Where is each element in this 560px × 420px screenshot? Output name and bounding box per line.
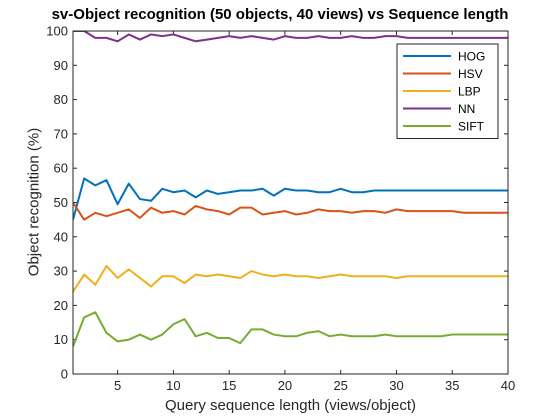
x-tick-label: 5 bbox=[114, 378, 121, 393]
y-tick-label: 0 bbox=[61, 367, 68, 382]
y-tick-label: 100 bbox=[46, 24, 68, 39]
y-tick-label: 80 bbox=[54, 92, 68, 107]
y-tick-label: 50 bbox=[54, 195, 68, 210]
y-tick-label: 70 bbox=[54, 126, 68, 141]
legend-label-hog: HOG bbox=[458, 50, 485, 64]
series-line-hsv bbox=[73, 203, 508, 220]
y-axis-label: Object recognition (%) bbox=[26, 128, 43, 276]
y-tick-label: 90 bbox=[54, 58, 68, 73]
series-line-sift bbox=[73, 312, 508, 346]
series-line-nn bbox=[73, 31, 508, 41]
legend-label-sift: SIFT bbox=[458, 120, 485, 134]
x-tick-label: 15 bbox=[222, 378, 236, 393]
legend-label-hsv: HSV bbox=[458, 67, 483, 81]
legend-label-lbp: LBP bbox=[458, 85, 481, 99]
y-tick-label: 30 bbox=[54, 264, 68, 279]
y-tick-label: 20 bbox=[54, 298, 68, 313]
x-axis-label: Query sequence length (views/object) bbox=[73, 397, 508, 414]
x-tick-label: 25 bbox=[333, 378, 347, 393]
y-tick-label: 10 bbox=[54, 332, 68, 347]
x-tick-label: 35 bbox=[445, 378, 459, 393]
series-line-lbp bbox=[73, 266, 508, 292]
x-tick-label: 40 bbox=[501, 378, 515, 393]
legend-label-nn: NN bbox=[458, 102, 475, 116]
x-tick-label: 30 bbox=[389, 378, 403, 393]
x-tick-label: 10 bbox=[166, 378, 180, 393]
y-tick-label: 60 bbox=[54, 161, 68, 176]
y-tick-label: 40 bbox=[54, 229, 68, 244]
x-tick-label: 20 bbox=[278, 378, 292, 393]
